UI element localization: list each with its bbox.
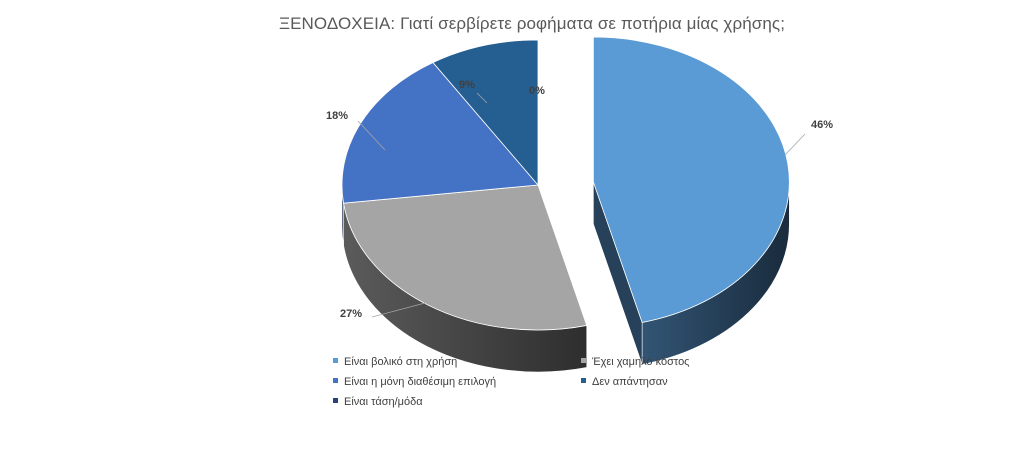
legend-item-no-answer: Δεν απάντησαν — [581, 376, 668, 388]
data-label-4: 0% — [529, 85, 545, 97]
leader-line-3 — [476, 92, 488, 104]
pie-slice-1 — [343, 184, 588, 331]
legend-swatch — [581, 358, 586, 363]
pie-slice-0 — [592, 36, 790, 323]
legend-swatch — [581, 378, 586, 383]
legend-label: Είναι βολικό στη χρήση — [344, 356, 458, 368]
legend-item-only-option: Είναι η μόνη διαθέσιμη επιλογή — [333, 376, 496, 388]
leader-line-2 — [357, 120, 386, 151]
legend-item-low-cost: Έχει χαμηλό κόστος — [581, 356, 690, 368]
legend: Είναι βολικό στη χρήση Έχει χαμηλό κόστο… — [333, 356, 753, 416]
legend-label: Έχει χαμηλό κόστος — [592, 356, 690, 368]
pie-slice-3 — [432, 39, 539, 187]
legend-swatch — [333, 378, 338, 383]
data-label-3: 9% — [459, 79, 475, 91]
data-label-0: 46% — [811, 119, 833, 131]
legend-swatch — [333, 398, 338, 403]
data-label-1: 27% — [340, 308, 362, 320]
legend-swatch — [333, 358, 338, 363]
leader-line-0 — [784, 133, 806, 156]
legend-label: Είναι η μόνη διαθέσιμη επιλογή — [344, 376, 497, 388]
legend-label: Είναι τάση/μόδα — [344, 396, 423, 408]
legend-label: Δεν απάντησαν — [592, 376, 668, 388]
leader-line-1 — [371, 302, 426, 318]
legend-item-convenient: Είναι βολικό στη χρήση — [333, 356, 457, 368]
data-label-2: 18% — [326, 110, 348, 122]
legend-item-trend: Είναι τάση/μόδα — [333, 396, 423, 408]
chart-title: ΞΕΝΟΔΟΧΕΙΑ: Γιατί σερβίρετε ροφήματα σε … — [278, 14, 786, 33]
pie-slice-2 — [341, 62, 539, 204]
